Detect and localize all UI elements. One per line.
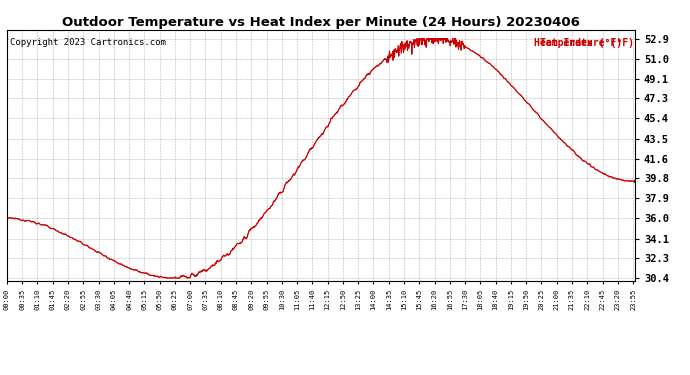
Text: Copyright 2023 Cartronics.com: Copyright 2023 Cartronics.com: [10, 38, 166, 46]
Text: Temperature (°F): Temperature (°F): [540, 38, 634, 48]
Title: Outdoor Temperature vs Heat Index per Minute (24 Hours) 20230406: Outdoor Temperature vs Heat Index per Mi…: [62, 16, 580, 29]
Text: Heat Index (°F): Heat Index (°F): [534, 38, 622, 48]
